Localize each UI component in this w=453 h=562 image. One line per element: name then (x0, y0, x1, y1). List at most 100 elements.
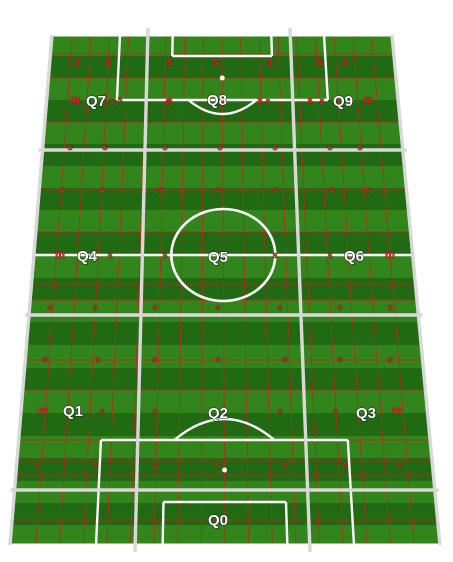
position-markers: s s s s s s s s s s s s s s s s s s s s s s s s s s s s s s s s s s s s s s s s… (35, 57, 403, 471)
zone-label-q6: Q6 (344, 248, 364, 265)
centre-circle (169, 207, 277, 303)
marker-s: s (99, 184, 104, 194)
grass-stripe (10, 166, 440, 188)
zone-divider (8, 34, 54, 546)
marker-s: s (329, 184, 334, 194)
marker-s: s (67, 142, 72, 152)
marker-s: s (217, 142, 222, 152)
marker-s: s (215, 96, 220, 106)
marker-s: s (387, 302, 392, 312)
marker-s: s (215, 302, 220, 312)
marker-s: s (92, 460, 97, 470)
marker-s: s (35, 460, 40, 470)
marker-s: s (117, 94, 122, 104)
marker-s: s (319, 96, 324, 106)
marker-s: s (342, 57, 347, 67)
zone-label-q2: Q2 (208, 405, 228, 422)
marker-s: s (347, 96, 352, 106)
marker-s: s (282, 354, 287, 364)
grass-stripe (10, 122, 440, 144)
marker-s: s (105, 57, 110, 67)
bottom-penalty-arc (173, 417, 276, 441)
marker-m: m (392, 405, 402, 417)
top-penalty-box-left (115, 35, 122, 101)
marker-s: s (152, 406, 157, 416)
marker-s: s (152, 302, 157, 312)
top-penalty-spot (219, 75, 225, 81)
marker-s: s (212, 57, 217, 67)
zone-label-q4: Q4 (77, 248, 98, 265)
bottom-penalty-spot (222, 467, 228, 473)
marker-s: s (357, 142, 362, 152)
top-penalty-arc (187, 99, 258, 116)
grass-stripe (10, 255, 440, 278)
marker-s: s (327, 250, 332, 260)
marker-s: s (342, 460, 347, 470)
zone-label-q5: Q5 (208, 249, 228, 266)
marker-s: s (162, 250, 167, 260)
top-goal-area-right (270, 35, 274, 57)
grass-stripe (10, 390, 440, 413)
zone-divider (390, 34, 442, 546)
marker-s: s (47, 302, 52, 312)
marker-s: s (337, 302, 342, 312)
zone-label-q9: Q9 (333, 93, 353, 110)
marker-s: s (332, 406, 337, 416)
marker-s: s (337, 354, 342, 364)
zone-divider (133, 27, 150, 553)
marker-m: m (363, 94, 373, 106)
zone-label-q3: Q3 (356, 405, 376, 422)
marker-s: s (107, 250, 112, 260)
zone-divider-lines (8, 27, 442, 553)
grass-stripe (10, 300, 440, 322)
grass-stripe (10, 436, 440, 458)
grass-stripe (10, 345, 440, 368)
marker-s: s (92, 302, 97, 312)
marker-s: s (272, 142, 277, 152)
marker-m: m (38, 405, 48, 417)
marker-s: s (99, 406, 104, 416)
zone-label-q0: Q0 (208, 512, 228, 529)
marker-m: m (55, 249, 65, 261)
grass-stripe (10, 35, 440, 56)
grass-stripe (10, 210, 440, 232)
marker-s: s (167, 95, 172, 105)
marker-s: s (167, 57, 172, 67)
marker-s: s (75, 96, 80, 106)
marker-s: s (307, 95, 312, 105)
zone-label-q8: Q8 (207, 92, 227, 109)
top-penalty-box-right (322, 35, 330, 101)
marker-s: s (59, 184, 64, 194)
bottom-penalty-box-right (346, 439, 356, 545)
marker-s: s (75, 57, 80, 67)
marker-m: m (70, 94, 80, 106)
bottom-goal-area-left (161, 501, 165, 545)
marker-s: s (317, 57, 322, 67)
marker-s: s (282, 460, 287, 470)
marker-s: s (257, 95, 262, 105)
marker-s: s (265, 96, 270, 106)
marker-s: s (42, 354, 47, 364)
marker-s: s (152, 460, 157, 470)
marker-s: s (162, 142, 167, 152)
marker-s: s (327, 142, 332, 152)
marker-s: s (365, 184, 370, 194)
marker-s: s (215, 354, 220, 364)
marker-s: s (215, 184, 220, 194)
bottom-penalty-box-left (94, 439, 103, 545)
marker-s: s (165, 96, 170, 106)
marker-s: s (215, 460, 220, 470)
marker-m: m (385, 249, 395, 261)
zone-divider (288, 27, 312, 553)
grass-stripe (10, 481, 440, 503)
zone-labels: Q0 Q1 Q2 Q3 Q4 Q5 Q6 Q7 Q8 Q9 (62, 91, 376, 529)
marker-s: s (272, 184, 277, 194)
marker-s: s (387, 354, 392, 364)
zone-label-q7: Q7 (86, 93, 106, 110)
marker-s: s (267, 57, 272, 67)
centre-spot (220, 252, 227, 258)
marker-s: s (102, 142, 107, 152)
